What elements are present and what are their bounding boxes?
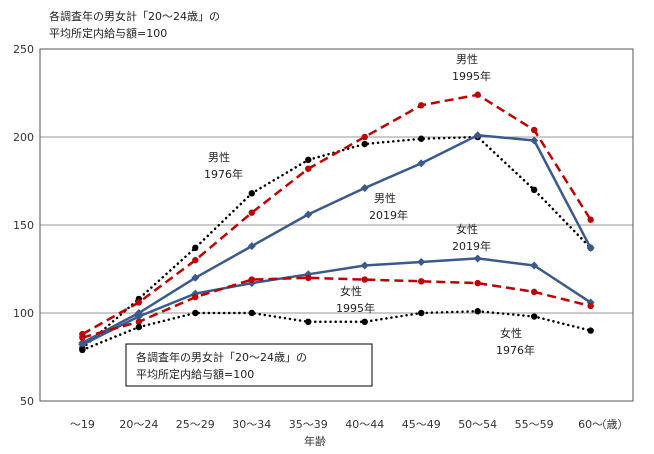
point-s2-5 [360, 184, 369, 193]
x-tick-label-0: ～19 [70, 418, 95, 431]
point-s4-9 [587, 302, 594, 310]
series-line-2 [81, 133, 592, 345]
x-tick-label-8: 55～59 [515, 418, 554, 431]
x-tick-label-7: 50～54 [458, 418, 497, 431]
point-s1-4 [305, 165, 312, 172]
point-s3-7 [473, 254, 482, 263]
series-line-5 [81, 309, 592, 352]
note-box-line-2: 平均所定内給与額=100 [136, 367, 254, 381]
label-male-1976-line2: 1976年 [204, 167, 243, 181]
y-tick-label-100: 100 [13, 307, 34, 320]
x-axis-label: 年齢 [304, 434, 326, 448]
point-s4-5 [361, 276, 368, 283]
point-s0-3 [248, 190, 255, 197]
x-tick-label-2: 25～29 [176, 418, 215, 431]
point-s4-0 [79, 334, 86, 341]
point-s5-0 [79, 346, 86, 354]
point-s4-7 [474, 279, 481, 287]
point-s3-5 [360, 261, 369, 270]
point-s4-2 [192, 293, 199, 301]
point-s5-3 [248, 309, 255, 317]
point-s2-6 [417, 159, 426, 168]
point-s4-4 [305, 274, 312, 281]
label-female-1976-line1: 女性 [500, 326, 522, 340]
label-male-1976-line1: 男性 [208, 150, 230, 164]
point-s5-5 [361, 318, 368, 325]
point-s3-1 [134, 312, 143, 321]
y-tick-label-250: 250 [13, 43, 34, 56]
point-s2-9 [586, 243, 595, 252]
series-line-4 [82, 276, 591, 339]
point-s5-7 [474, 308, 481, 315]
point-s1-8 [530, 126, 538, 134]
point-s4-3 [248, 276, 255, 283]
point-s4-1 [135, 318, 143, 325]
point-s1-2 [192, 257, 199, 264]
note-box [125, 343, 373, 387]
point-s3-0 [78, 340, 87, 349]
point-s0-5 [361, 140, 368, 148]
label-female-2019-line1: 女性 [456, 222, 478, 236]
chart-title-line-2: 平均所定内給与額=100 [49, 26, 167, 40]
plot-frame [39, 48, 634, 402]
x-tick-label-5: 40～44 [345, 418, 384, 431]
point-s5-8 [530, 313, 538, 320]
point-s1-6 [418, 102, 425, 109]
y-tick-label-200: 200 [13, 131, 34, 144]
label-male-1995-line1: 男性 [456, 52, 478, 66]
point-s0-6 [418, 135, 425, 142]
point-s2-7 [473, 131, 482, 140]
label-male-2019-line1: 男性 [374, 191, 396, 205]
point-s3-8 [530, 261, 539, 270]
point-s5-4 [305, 318, 312, 325]
x-tick-label-3: 30～34 [232, 418, 271, 431]
point-s4-8 [530, 288, 538, 296]
point-s5-9 [587, 327, 594, 334]
point-s0-2 [192, 244, 199, 252]
y-tick-label-150: 150 [13, 219, 34, 232]
y-tick-label-50: 50 [20, 395, 34, 408]
chart-title-line-1: 各調査年の男女計「20～24歳」の [49, 9, 220, 23]
point-s1-7 [474, 91, 481, 98]
point-s1-5 [361, 133, 368, 141]
point-s5-1 [135, 323, 143, 331]
x-axis-ticks: ～19 20～24 25～29 30～34 35～39 40～44 45～49 50～54 55… [70, 418, 603, 431]
point-s0-8 [530, 186, 538, 193]
point-s2-3 [247, 242, 256, 251]
x-axis-unit: （歳） [596, 418, 629, 431]
x-tick-label-6: 45～49 [402, 418, 441, 431]
label-female-1995-line2: 1995年 [336, 301, 375, 315]
series-line-3 [81, 257, 592, 346]
note-box-line-1: 各調査年の男女計「20～24歳」の [136, 350, 307, 364]
label-female-1976-line2: 1976年 [496, 343, 535, 357]
label-female-2019-line2: 2019年 [452, 239, 491, 253]
point-s1-9 [587, 216, 594, 223]
gridlines [40, 136, 633, 314]
point-s1-3 [248, 209, 255, 216]
label-male-1995-line2: 1995年 [452, 69, 491, 83]
point-s5-6 [418, 309, 425, 317]
point-s2-8 [530, 136, 539, 145]
series-group [78, 91, 595, 354]
point-s2-4 [304, 210, 313, 219]
point-s2-2 [191, 273, 200, 282]
point-s3-6 [417, 257, 426, 266]
x-tick-label-4: 35～39 [289, 418, 328, 431]
point-s5-2 [192, 309, 199, 317]
x-tick-label-9: 60～ [578, 418, 603, 431]
point-s4-6 [418, 278, 425, 285]
y-axis-ticks: 50 100 150 200 250 [13, 43, 34, 408]
series-line-0 [81, 135, 592, 350]
series-line-1 [81, 93, 592, 336]
label-male-2019-line2: 2019年 [369, 208, 408, 222]
point-s1-1 [135, 299, 143, 306]
label-female-1995-line1: 女性 [340, 284, 362, 298]
point-s0-4 [305, 156, 312, 164]
x-tick-label-1: 20～24 [119, 418, 158, 431]
